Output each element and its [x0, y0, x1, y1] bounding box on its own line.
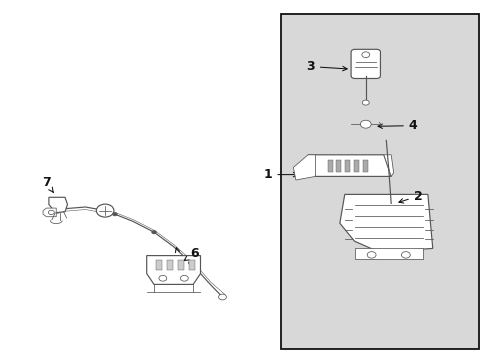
Polygon shape — [43, 208, 56, 217]
Circle shape — [361, 52, 369, 58]
Polygon shape — [49, 197, 67, 213]
Bar — [327, 160, 332, 172]
Polygon shape — [339, 194, 432, 252]
Bar — [345, 160, 349, 172]
Polygon shape — [293, 155, 315, 180]
Bar — [353, 160, 358, 172]
Polygon shape — [146, 256, 200, 284]
Text: 7: 7 — [42, 176, 53, 192]
Circle shape — [151, 230, 156, 234]
Bar — [167, 260, 173, 270]
Bar — [354, 248, 422, 259]
Bar — [281, 14, 478, 349]
Text: 5: 5 — [175, 248, 184, 267]
Text: 2: 2 — [398, 190, 422, 203]
Text: 4: 4 — [377, 119, 417, 132]
Circle shape — [96, 204, 114, 217]
Circle shape — [112, 212, 117, 216]
Bar — [362, 160, 367, 172]
Circle shape — [188, 261, 193, 265]
Bar — [156, 260, 162, 270]
Text: 6: 6 — [184, 247, 199, 261]
Text: 3: 3 — [305, 60, 346, 73]
Circle shape — [218, 294, 226, 300]
Text: 1: 1 — [263, 168, 297, 181]
Bar — [188, 260, 194, 270]
Polygon shape — [307, 155, 390, 176]
Polygon shape — [383, 155, 393, 176]
FancyBboxPatch shape — [350, 49, 380, 78]
Bar — [336, 160, 341, 172]
Circle shape — [360, 120, 370, 128]
Circle shape — [362, 100, 368, 105]
Bar — [178, 260, 183, 270]
